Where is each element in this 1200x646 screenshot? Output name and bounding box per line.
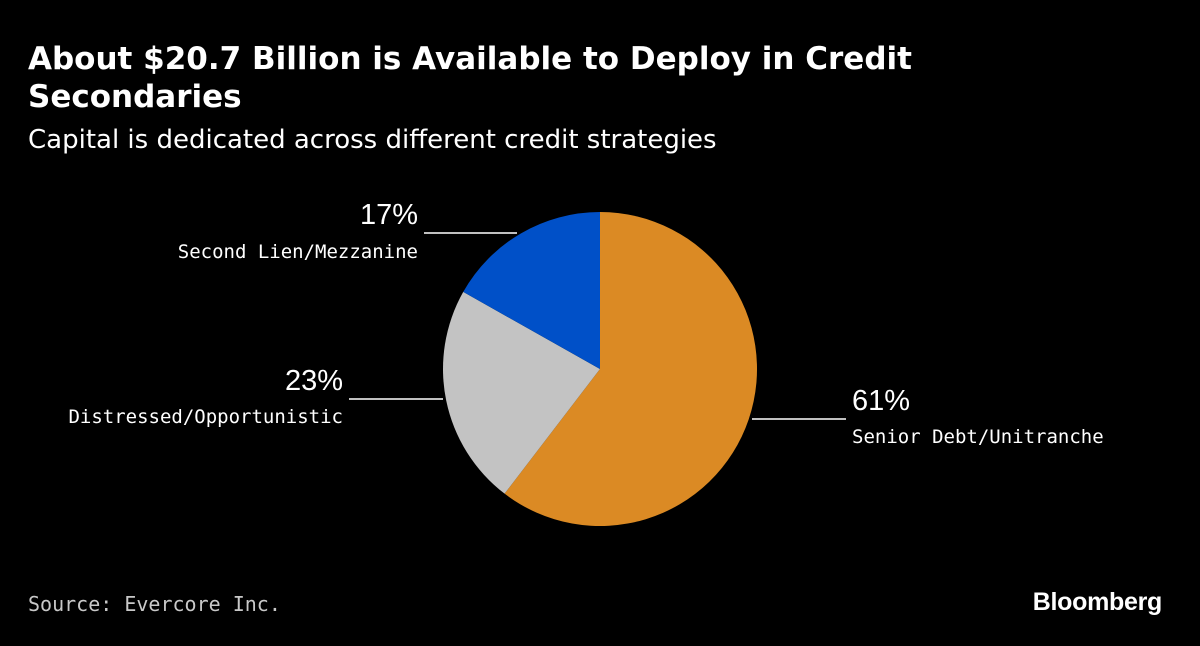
category-label-senior-debt-unitranche: Senior Debt/Unitranche bbox=[852, 426, 1104, 448]
pie-slice-second-lien-mezzanine bbox=[463, 212, 600, 369]
pie-annotations: 61% Senior Debt/Unitranche 23% Distressed/O… bbox=[68, 199, 1103, 448]
pie-slices bbox=[443, 212, 758, 526]
value-label-senior-debt-unitranche: 61% bbox=[852, 385, 910, 417]
chart-title: About $20.7 Billion is Available to Depl… bbox=[28, 41, 912, 115]
value-label-second-lien-mezzanine: 17% bbox=[360, 199, 418, 231]
value-label-distressed-opportunistic: 23% bbox=[285, 365, 343, 397]
pie-slice-distressed-opportunistic bbox=[443, 291, 600, 494]
category-label-distressed-opportunistic: Distressed/Opportunistic bbox=[68, 406, 343, 428]
source-note: Source: Evercore Inc. bbox=[28, 592, 281, 616]
category-label-second-lien-mezzanine: Second Lien/Mezzanine bbox=[178, 241, 418, 263]
pie-slice-senior-debt-unitranche bbox=[504, 212, 758, 526]
chart-subtitle: Capital is dedicated across different cr… bbox=[28, 125, 717, 155]
bloomberg-logo: Bloomberg bbox=[1032, 588, 1163, 616]
